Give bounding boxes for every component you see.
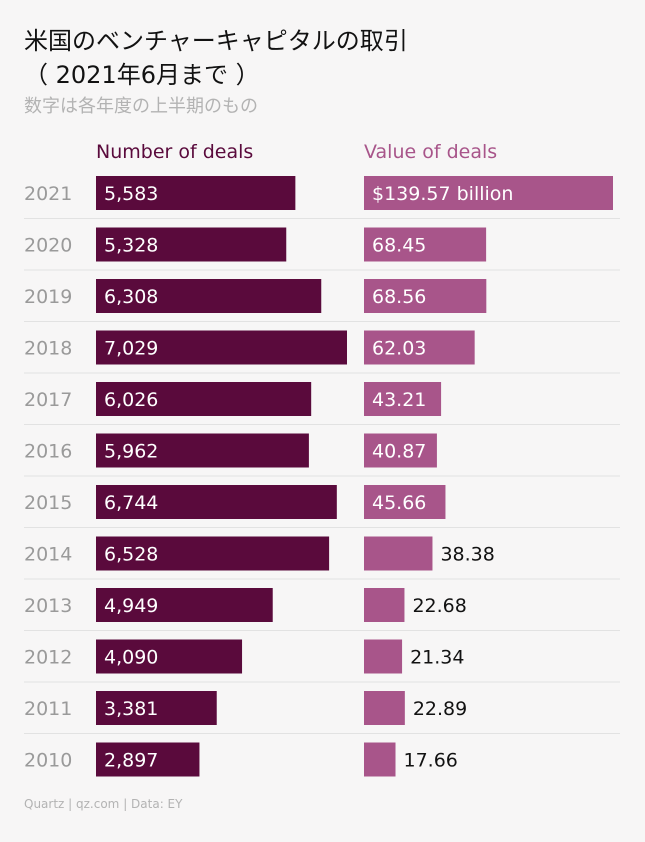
- deals-value-label: 5,328: [104, 235, 158, 257]
- value-bar: [364, 537, 432, 571]
- year-label: 2019: [24, 286, 72, 308]
- year-label: 2020: [24, 235, 72, 257]
- deals-value-label: 4,090: [104, 647, 158, 669]
- value-data-label: 38.38: [440, 544, 494, 566]
- value-data-label: 21.34: [410, 647, 464, 669]
- year-label: 2013: [24, 595, 72, 617]
- deals-value-label: 5,583: [104, 183, 158, 205]
- deals-value-label: 7,029: [104, 338, 158, 360]
- value-data-label: $139.57 billion: [372, 183, 513, 205]
- deals-value-label: 6,026: [104, 389, 158, 411]
- deals-value-label: 4,949: [104, 595, 158, 617]
- value-data-label: 22.68: [412, 595, 466, 617]
- value-bar: [364, 588, 404, 622]
- year-label: 2017: [24, 389, 72, 411]
- value-data-label: 40.87: [372, 441, 426, 463]
- year-label: 2021: [24, 183, 72, 205]
- year-label: 2011: [24, 698, 72, 720]
- value-data-label: 68.45: [372, 235, 426, 257]
- deals-value-label: 6,308: [104, 286, 158, 308]
- source-note: Quartz | qz.com | Data: EY: [24, 797, 182, 811]
- value-bar: [364, 743, 396, 777]
- value-bar: [364, 640, 402, 674]
- year-label: 2016: [24, 441, 72, 463]
- year-label: 2010: [24, 750, 72, 772]
- year-label: 2014: [24, 544, 72, 566]
- value-data-label: 17.66: [404, 750, 458, 772]
- deals-value-label: 6,744: [104, 492, 158, 514]
- year-label: 2012: [24, 647, 72, 669]
- value-data-label: 45.66: [372, 492, 426, 514]
- deals-value-label: 3,381: [104, 698, 158, 720]
- value-data-label: 22.89: [413, 698, 467, 720]
- year-label: 2015: [24, 492, 72, 514]
- value-bar: [364, 691, 405, 725]
- deals-value-label: 5,962: [104, 441, 158, 463]
- value-data-label: 62.03: [372, 338, 426, 360]
- deals-value-label: 2,897: [104, 750, 158, 772]
- year-label: 2018: [24, 338, 72, 360]
- deals-value-label: 6,528: [104, 544, 158, 566]
- value-data-label: 68.56: [372, 286, 426, 308]
- value-data-label: 43.21: [372, 389, 426, 411]
